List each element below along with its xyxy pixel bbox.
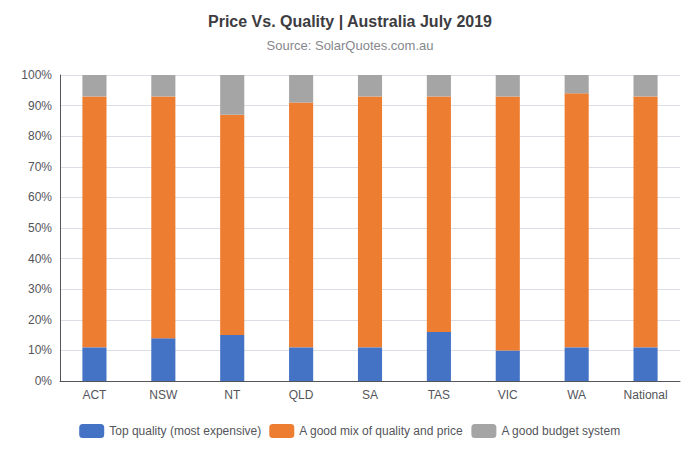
svg-text:60%: 60% — [28, 190, 52, 204]
svg-text:NSW: NSW — [149, 388, 178, 402]
svg-text:TAS: TAS — [428, 388, 450, 402]
svg-text:40%: 40% — [28, 252, 52, 266]
svg-text:Price Vs. Quality | Australia: Price Vs. Quality | Australia July 2019 — [208, 13, 492, 30]
svg-text:NT: NT — [224, 388, 241, 402]
svg-text:A good budget system: A good budget system — [501, 424, 620, 438]
svg-text:80%: 80% — [28, 129, 52, 143]
svg-text:SA: SA — [362, 388, 378, 402]
svg-text:10%: 10% — [28, 343, 52, 357]
svg-text:QLD: QLD — [289, 388, 314, 402]
svg-text:0%: 0% — [35, 374, 53, 388]
svg-text:Source: SolarQuotes.com.au: Source: SolarQuotes.com.au — [267, 38, 434, 53]
svg-text:70%: 70% — [28, 160, 52, 174]
svg-text:50%: 50% — [28, 221, 52, 235]
svg-text:VIC: VIC — [498, 388, 518, 402]
svg-text:100%: 100% — [21, 68, 52, 82]
svg-text:National: National — [624, 388, 668, 402]
svg-text:30%: 30% — [28, 282, 52, 296]
svg-text:20%: 20% — [28, 313, 52, 327]
svg-text:Top quality (most expensive): Top quality (most expensive) — [109, 424, 261, 438]
svg-text:WA: WA — [567, 388, 586, 402]
svg-text:ACT: ACT — [82, 388, 107, 402]
svg-text:A good mix of quality and pric: A good mix of quality and price — [299, 424, 463, 438]
svg-text:90%: 90% — [28, 99, 52, 113]
